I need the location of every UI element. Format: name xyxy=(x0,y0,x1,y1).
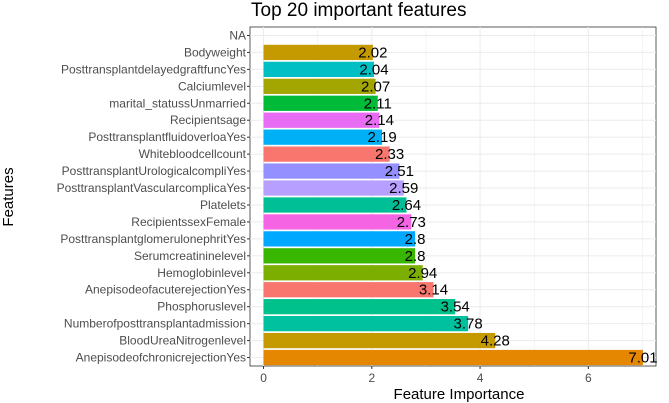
bar xyxy=(263,332,496,349)
data-label: 2.11 xyxy=(364,95,392,112)
category-label: AnepisodeofchronicrejectionYes xyxy=(76,351,246,365)
bar xyxy=(263,95,378,111)
x-tick-label: 6 xyxy=(585,371,592,385)
data-label: 2.8 xyxy=(405,248,426,265)
category-label: Numberofposttransplantadmission xyxy=(64,317,246,331)
category-label: AnepisodeofacuterejectionYes xyxy=(85,283,246,297)
bar xyxy=(263,248,416,264)
bar xyxy=(263,214,412,230)
data-label: 2.04 xyxy=(359,61,388,78)
category-label: PosttransplantfluidoverloaYes xyxy=(88,130,246,144)
bar xyxy=(263,349,644,366)
bar xyxy=(263,163,400,179)
data-label: 2.07 xyxy=(361,78,390,95)
x-tick-labels: 0 2 4 6 xyxy=(260,366,592,385)
bar xyxy=(263,282,434,298)
data-label: 2.73 xyxy=(397,214,426,231)
data-label: 2.14 xyxy=(365,112,394,129)
y-axis-label: Features xyxy=(0,167,17,226)
bar xyxy=(263,315,469,332)
category-label: Recipientsage xyxy=(170,113,246,127)
category-label: PosttransplantdelayedgraftfuncYes xyxy=(61,62,246,76)
category-label: PosttransplantglomerulonephritYes xyxy=(60,232,246,246)
bar xyxy=(263,180,404,196)
bar xyxy=(263,61,374,78)
bar xyxy=(263,44,373,61)
category-labels: NA Bodyweight Posttransplantdelayedgraftfu… xyxy=(57,28,250,365)
category-label: Platelets xyxy=(200,198,246,212)
data-label: 3.54 xyxy=(441,299,470,316)
data-label: 3.78 xyxy=(454,316,483,333)
category-label: BloodUreaNitrogenlevel xyxy=(119,334,246,348)
category-label: Serumcreatininelevel xyxy=(134,249,246,263)
category-label: Whitebloodcellcount xyxy=(139,147,247,161)
data-label: 2.8 xyxy=(405,231,426,248)
bars xyxy=(263,44,644,366)
data-label: 2.59 xyxy=(389,180,418,197)
category-label: Bodyweight xyxy=(184,45,247,59)
category-label: RecipientssexFemale xyxy=(131,215,246,229)
x-axis-label: Feature Importance xyxy=(394,386,525,403)
bar xyxy=(263,299,456,315)
bar xyxy=(263,129,383,145)
data-label: 2.19 xyxy=(367,129,396,146)
data-label: 2.64 xyxy=(392,197,421,214)
category-label: Calciumlevel xyxy=(178,79,246,93)
bar xyxy=(263,265,423,281)
x-tick-label: 2 xyxy=(368,371,375,385)
data-label: 2.94 xyxy=(408,265,437,282)
data-label: 2.33 xyxy=(375,146,404,163)
bar xyxy=(263,197,407,213)
category-label: Hemoglobinlevel xyxy=(157,266,246,280)
chart-title: Top 20 important features xyxy=(251,0,466,21)
data-label: 3.14 xyxy=(419,282,448,299)
category-label: Phosphoruslevel xyxy=(157,300,246,314)
data-label: 2.02 xyxy=(358,44,387,61)
category-label: marital_statussUnmarried xyxy=(109,96,246,110)
data-label: 2.51 xyxy=(385,163,414,180)
x-tick-label: 0 xyxy=(260,371,267,385)
category-label: PosttransplantUrologicalcompliYes xyxy=(62,164,246,178)
bar xyxy=(263,146,390,162)
data-label: 4.28 xyxy=(481,333,510,350)
x-tick-label: 4 xyxy=(477,371,484,385)
bar xyxy=(263,78,376,94)
data-labels: 2.022.042.072.112.142.192.332.512.592.64… xyxy=(358,44,657,366)
bar xyxy=(263,231,416,247)
bar xyxy=(263,112,380,128)
category-label: NA xyxy=(229,28,246,42)
category-label: PosttransplantVascularcomplicaYes xyxy=(57,181,246,195)
data-label: 7.01 xyxy=(628,350,657,367)
